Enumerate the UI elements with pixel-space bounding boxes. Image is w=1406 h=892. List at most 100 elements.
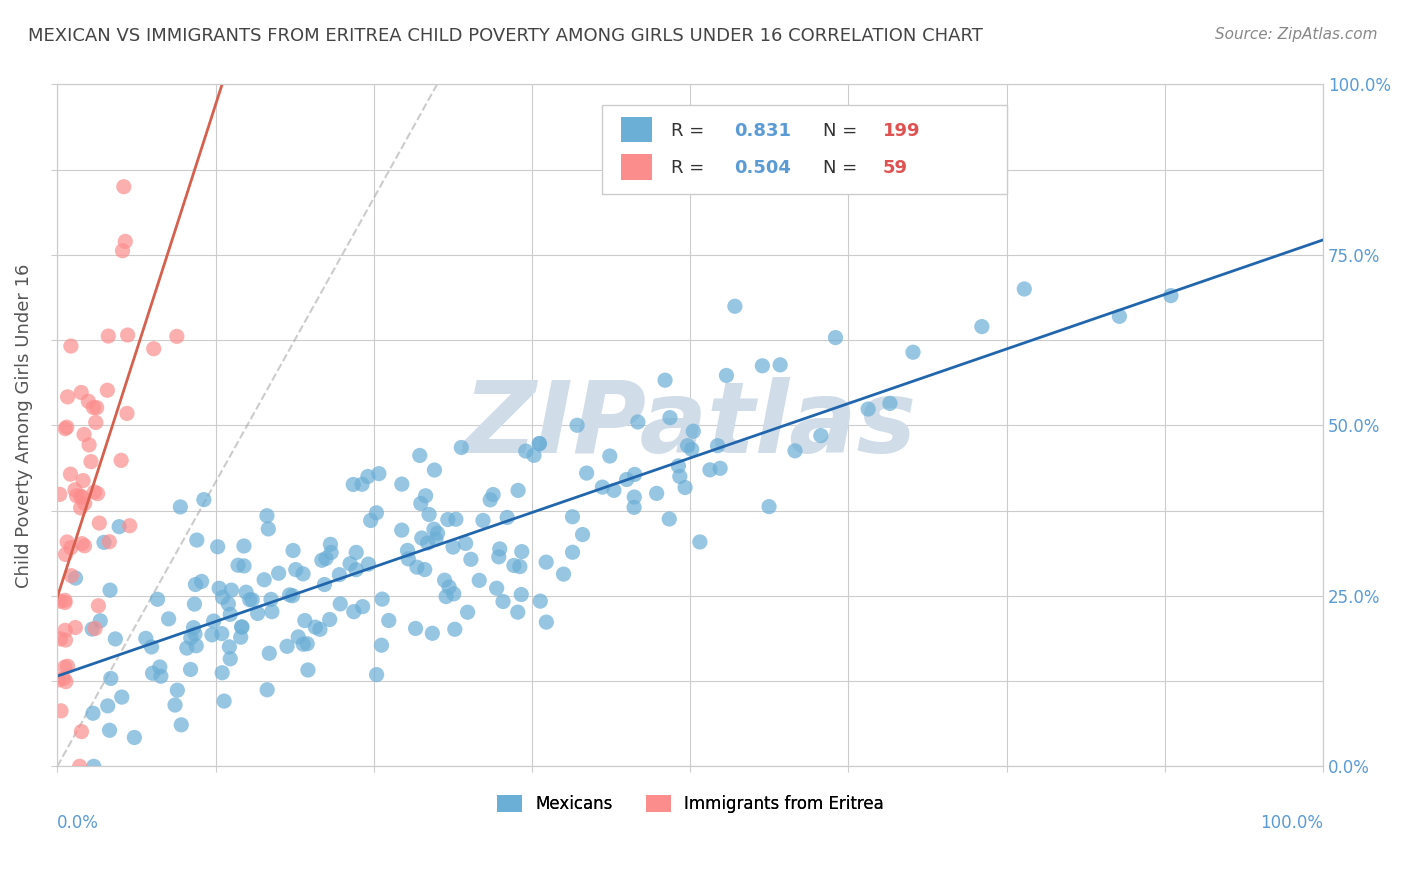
Point [405, 622, 427, 636]
Point [599, 449, 621, 463]
Point [89, 516, 111, 530]
Point [80, 455, 103, 469]
Point [70, 724, 93, 739]
Point [758, 500, 780, 514]
Point [48, 487, 70, 501]
Point [396, 552, 419, 566]
Point [396, 543, 419, 558]
Point [460, 552, 482, 566]
Point [479, 492, 502, 507]
Legend: Mexicans, Immigrants from Eritrea: Mexicans, Immigrants from Eritrea [491, 788, 890, 820]
Point [52, 672, 75, 686]
Point [409, 496, 432, 510]
Point [183, 621, 205, 635]
Point [366, 667, 388, 681]
Point [59, 339, 82, 353]
Point [328, 567, 350, 582]
Point [561, 545, 583, 559]
Point [413, 563, 436, 577]
Point [352, 599, 374, 614]
Point [259, 646, 281, 660]
Point [418, 508, 440, 522]
Point [297, 637, 319, 651]
Point [315, 551, 337, 566]
Point [682, 424, 704, 438]
Point [86, 486, 108, 500]
Point [352, 477, 374, 491]
FancyBboxPatch shape [620, 154, 652, 180]
Point [623, 500, 645, 515]
Point [97, 698, 120, 713]
Point [371, 592, 394, 607]
Point [221, 583, 243, 598]
Point [84, 416, 107, 430]
Point [72, 474, 94, 488]
Point [229, 630, 252, 644]
Point [73, 539, 96, 553]
Point [423, 463, 446, 477]
Point [321, 545, 343, 559]
Point [297, 663, 319, 677]
Point [117, 328, 139, 343]
Point [529, 436, 551, 450]
Point [751, 359, 773, 373]
Point [65, 620, 87, 634]
Point [506, 483, 529, 498]
Point [104, 632, 127, 646]
Point [716, 368, 738, 383]
Point [146, 592, 169, 607]
Point [676, 439, 699, 453]
Point [260, 592, 283, 607]
Point [281, 589, 304, 603]
Point [506, 605, 529, 619]
Text: Source: ZipAtlas.com: Source: ZipAtlas.com [1215, 27, 1378, 42]
Point [603, 483, 626, 498]
Point [669, 469, 692, 483]
Point [87, 599, 110, 613]
Y-axis label: Child Poverty Among Girls Under 16: Child Poverty Among Girls Under 16 [15, 263, 32, 588]
Point [668, 458, 690, 473]
Point [202, 614, 225, 628]
Point [73, 427, 96, 442]
Point [96, 384, 118, 398]
Text: 0.831: 0.831 [734, 122, 792, 140]
Point [170, 718, 193, 732]
Point [654, 373, 676, 387]
Text: N =: N = [823, 122, 863, 140]
Point [425, 533, 447, 547]
Point [217, 597, 239, 611]
Point [141, 640, 163, 654]
Point [422, 626, 444, 640]
Point [53, 595, 76, 609]
Point [1160, 288, 1182, 302]
Point [149, 660, 172, 674]
Point [111, 244, 134, 258]
Point [239, 592, 262, 607]
Point [658, 512, 681, 526]
Point [304, 620, 326, 634]
Point [232, 539, 254, 553]
Point [457, 605, 479, 619]
Point [142, 666, 165, 681]
Point [114, 235, 136, 249]
Point [89, 614, 111, 628]
Point [423, 522, 446, 536]
Point [166, 683, 188, 698]
Point [450, 441, 472, 455]
Point [523, 448, 546, 462]
Point [319, 537, 342, 551]
Point [437, 580, 460, 594]
Point [211, 591, 233, 605]
Point [616, 473, 638, 487]
Point [342, 477, 364, 491]
Point [186, 639, 208, 653]
Point [856, 402, 879, 417]
Point [529, 436, 551, 450]
Point [83, 485, 105, 500]
Point [180, 631, 202, 645]
Point [69, 490, 91, 504]
Point [184, 627, 207, 641]
FancyBboxPatch shape [620, 117, 652, 143]
Point [55, 548, 77, 562]
Point [211, 626, 233, 640]
